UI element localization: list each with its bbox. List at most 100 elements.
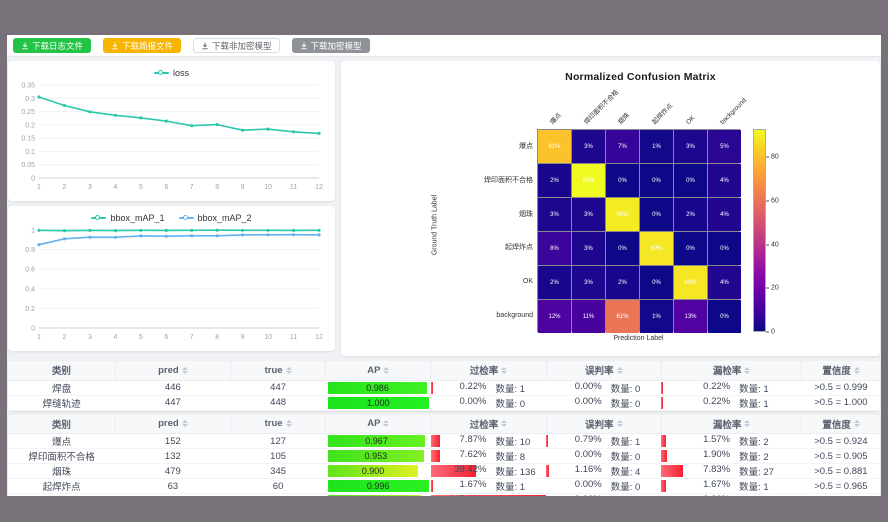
- rate-value: 0.00%: [663, 494, 730, 496]
- toolbar-download-button-4[interactable]: 下载加密模型: [291, 38, 370, 53]
- download-icon: [300, 41, 307, 49]
- rate-text: 117.00%数量: 117: [433, 494, 544, 496]
- rate-value: 0.79%: [574, 434, 602, 445]
- sort-icon[interactable]: [616, 366, 623, 374]
- matrix-cell-value: 3%: [550, 211, 559, 218]
- matrix-column-label: 爆点: [549, 111, 564, 126]
- sort-icon[interactable]: [501, 366, 508, 374]
- sort-icon[interactable]: [383, 420, 390, 428]
- column-header-true[interactable]: true: [230, 361, 327, 381]
- sort-icon[interactable]: [501, 420, 508, 428]
- sort-icon[interactable]: [853, 420, 860, 428]
- column-header-conf[interactable]: 置信度: [801, 414, 880, 434]
- rate-bar: [546, 465, 549, 477]
- column-header-ap[interactable]: AP: [325, 414, 432, 434]
- rate-value: 1.57%: [703, 434, 731, 445]
- svg-text:3: 3: [88, 184, 92, 191]
- toolbar-download-button-3[interactable]: 下载非加密模型: [193, 38, 280, 53]
- pred-cell: 479: [115, 463, 231, 479]
- column-header-inner: 置信度: [802, 363, 880, 377]
- column-header-pred[interactable]: pred: [115, 414, 231, 434]
- ap-bar: 0.996: [327, 480, 429, 492]
- matrix-cell-value: 2%: [550, 279, 559, 286]
- column-header-miss[interactable]: 漏检率: [661, 414, 803, 434]
- matrix-cell-value: 0%: [686, 177, 695, 184]
- sort-icon[interactable]: [383, 366, 390, 374]
- category-cell: 焊盘: [8, 380, 116, 396]
- rate-value: 1.90%: [703, 449, 731, 460]
- legend-item-bbox_mAP_1[interactable]: bbox_mAP_1: [91, 213, 165, 223]
- true-cell: 127: [230, 433, 326, 449]
- column-header-conf[interactable]: 置信度: [801, 361, 880, 381]
- rate-count: 数量: 1: [495, 383, 526, 395]
- svg-text:11: 11: [290, 334, 297, 341]
- column-header-over[interactable]: 过检率: [430, 414, 547, 434]
- svg-text:8: 8: [215, 184, 219, 191]
- matrix-cell: 11%: [572, 300, 605, 333]
- miss-rate-cell: 1.90% 数量: 2: [661, 448, 802, 464]
- sort-icon[interactable]: [181, 420, 188, 428]
- matrix-cell: 1%: [640, 130, 673, 163]
- line-chart-plot: 00.20.40.60.811 2 3 4 5 6 7 8 9 10 11 12: [25, 228, 323, 342]
- rate-text: 1.57% 数量: 2: [663, 434, 799, 448]
- legend-item-bbox_mAP_2[interactable]: bbox_mAP_2: [178, 213, 252, 223]
- matrix-cell: 0%: [674, 232, 707, 265]
- toolbar-button-label: 下载简报文件: [122, 40, 174, 51]
- rate-count: 数量: 27: [739, 467, 774, 478]
- matrix-cell-value: 5%: [720, 143, 729, 150]
- sort-icon[interactable]: [744, 366, 751, 374]
- miss-rate-cell: 0.22% 数量: 1: [661, 395, 802, 411]
- ap-bar: 0.967: [327, 435, 426, 447]
- matrix-cell: 7%: [606, 130, 639, 163]
- matrix-center: 爆点 焊印面积不合格 烟珠 起焊炸点 OK background 81% 3% 7% 1% 3% 5…: [537, 83, 748, 342]
- matrix-cell-value: 4%: [720, 279, 729, 286]
- toolbar-button-label: 下载加密模型: [310, 40, 362, 51]
- matrix-cell-value: 89%: [684, 279, 697, 286]
- matrix-cell: 0%: [640, 198, 673, 231]
- rate-count: 数量: 0: [610, 452, 641, 463]
- true-cell: 105: [230, 448, 326, 464]
- legend-circle-icon: [182, 214, 188, 220]
- confidence-cell: >0.5 = 0.940: [801, 493, 880, 496]
- ap-cell: 0.900: [325, 463, 431, 479]
- sort-icon[interactable]: [616, 420, 623, 428]
- svg-text:2: 2: [63, 184, 67, 191]
- rate-count: 数量: 8: [495, 452, 526, 463]
- rate-count: 数量: 0: [610, 383, 641, 395]
- sort-icon[interactable]: [853, 366, 860, 374]
- matrix-cell: 4%: [708, 164, 741, 197]
- sort-icon[interactable]: [181, 366, 188, 374]
- column-header-label: true: [264, 364, 283, 376]
- legend-item-loss[interactable]: loss: [153, 68, 189, 78]
- rate-value: 7.83%: [703, 464, 731, 475]
- column-header-true[interactable]: true: [230, 414, 327, 434]
- ap-cell: 0.967: [325, 433, 431, 449]
- line-chart-plot: 00.050.10.150.20.250.30.351 2 3 4 5 6 7 8 9 10 11 1…: [21, 83, 323, 192]
- column-header-category: 类别: [8, 414, 116, 434]
- colorbar-tick: 60: [766, 198, 779, 205]
- column-header-ap[interactable]: AP: [325, 361, 432, 381]
- column-header-pred[interactable]: pred: [115, 361, 231, 381]
- sort-icon[interactable]: [285, 420, 292, 428]
- sort-icon[interactable]: [744, 420, 751, 428]
- column-header-misjudge[interactable]: 误判率: [546, 414, 662, 434]
- column-header-misjudge[interactable]: 误判率: [546, 361, 662, 381]
- confidence-cell: >0.5 = 0.999: [801, 380, 880, 396]
- loss-chart-card: loss 0 0.05 0.1 0.15 0.2 0.25 0.3 0.35 1 2 3 4 5 6 7 8 9 1…: [8, 61, 335, 201]
- column-header-over[interactable]: 过检率: [430, 361, 547, 381]
- toolbar-download-button-1[interactable]: 下载日志文件: [13, 38, 92, 53]
- svg-text:0.2: 0.2: [25, 306, 35, 313]
- matrix-cell: 4%: [708, 198, 741, 231]
- ap-bar: 1.000: [327, 396, 429, 409]
- sort-icon[interactable]: [285, 366, 292, 374]
- rate-bar: [661, 480, 667, 492]
- column-header-inner: 误判率: [547, 417, 661, 431]
- left-column: loss 0 0.05 0.1 0.15 0.2 0.25 0.3 0.35 1 2 3 4 5 6 7 8 9 1…: [8, 61, 335, 356]
- column-header-inner: 类别: [8, 417, 115, 431]
- rate-count: 数量: 4: [610, 467, 641, 478]
- rate-value: 0.22%: [703, 395, 731, 407]
- toolbar-download-button-2[interactable]: 下载简报文件: [103, 38, 182, 53]
- confidence-cell: >0.5 = 1.000: [801, 395, 880, 411]
- column-header-miss[interactable]: 漏检率: [661, 361, 803, 381]
